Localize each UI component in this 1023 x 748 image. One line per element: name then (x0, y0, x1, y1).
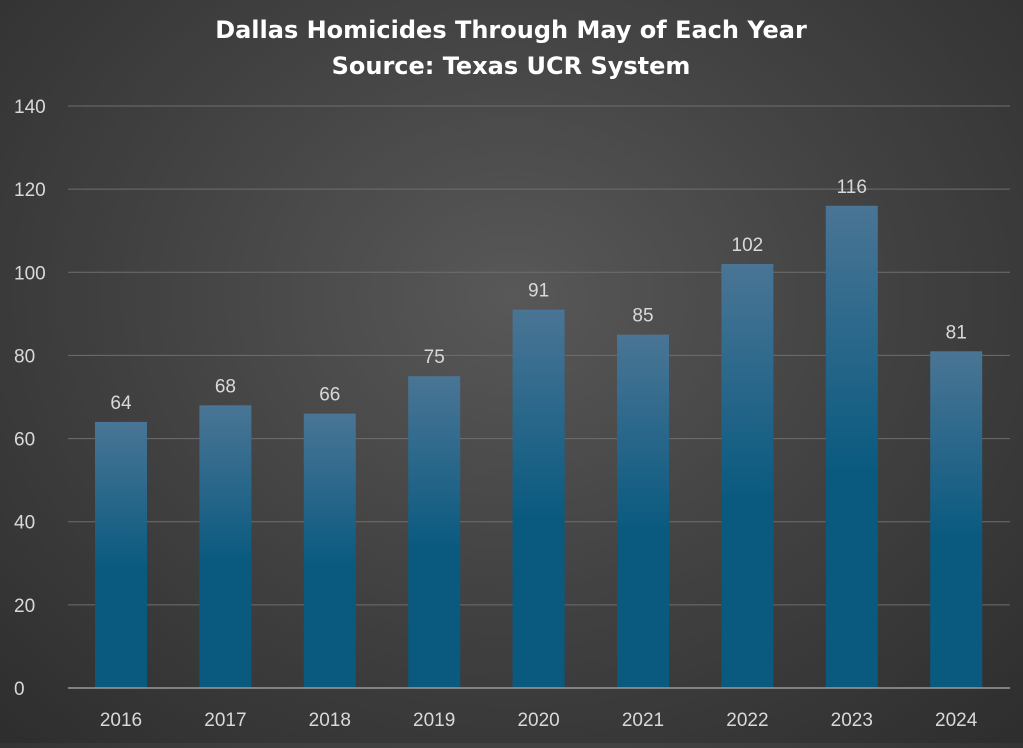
x-tick-label-2023: 2023 (831, 710, 873, 731)
data-label-2020: 91 (528, 281, 549, 302)
y-tick-label: 80 (14, 346, 35, 367)
bar-2023 (825, 205, 878, 688)
data-label-2022: 102 (732, 235, 764, 256)
bar-2018 (303, 413, 356, 688)
y-tick-label: 60 (14, 430, 35, 451)
data-label-2016: 64 (110, 393, 132, 414)
data-label-2023: 116 (837, 177, 867, 198)
y-tick-label: 120 (14, 180, 46, 201)
data-label-2019: 75 (424, 347, 445, 368)
bar-2022 (721, 263, 774, 688)
y-tick-label: 40 (14, 513, 35, 534)
y-tick-label: 20 (14, 596, 35, 617)
x-tick-label-2018: 2018 (309, 710, 351, 731)
x-tick-label-2019: 2019 (413, 710, 455, 731)
data-label-2024: 81 (946, 322, 967, 343)
x-tick-label-2022: 2022 (726, 710, 768, 731)
x-tick-label-2016: 2016 (100, 710, 142, 731)
data-label-2018: 66 (319, 385, 340, 406)
bar-2017 (199, 405, 252, 688)
y-tick-label: 140 (14, 97, 46, 118)
x-tick-label-2024: 2024 (935, 710, 978, 731)
x-tick-label-2021: 2021 (622, 710, 664, 731)
bar-2019 (408, 376, 461, 688)
chart-title: Dallas Homicides Through May of Each Yea… (215, 16, 807, 44)
data-label-2017: 68 (215, 376, 236, 397)
y-tick-label: 0 (14, 679, 25, 700)
x-tick-label-2020: 2020 (517, 710, 559, 731)
x-axis-ticks: 2016 2017 2018 2019 2020 2021 2022 2023 2024 (100, 710, 978, 731)
x-tick-label-2017: 2017 (204, 710, 246, 731)
bar-2020 (512, 309, 565, 688)
chart-subtitle: Source: Texas UCR System (332, 52, 691, 80)
data-label-2021: 85 (632, 306, 653, 327)
bars (95, 205, 983, 688)
bar-2024 (930, 351, 983, 688)
data-labels: 64 68 66 75 91 85 102 116 81 (110, 177, 966, 414)
bar-2021 (617, 334, 669, 688)
y-axis-ticks: 0 20 40 60 80 100 120 140 (14, 97, 46, 700)
bar-2016 (95, 421, 147, 688)
y-tick-label: 100 (14, 263, 46, 284)
